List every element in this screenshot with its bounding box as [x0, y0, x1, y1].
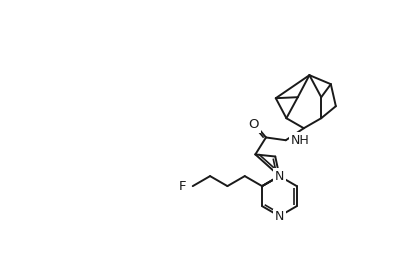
Text: F: F: [179, 180, 187, 193]
Text: O: O: [248, 118, 259, 131]
Text: NH: NH: [290, 134, 309, 147]
Text: N: N: [275, 170, 284, 182]
Text: N: N: [275, 210, 284, 223]
